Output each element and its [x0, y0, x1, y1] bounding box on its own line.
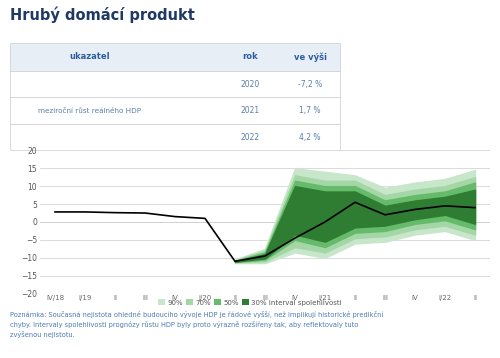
Bar: [10, 43, 340, 71]
Text: 4,2 %: 4,2 %: [299, 132, 321, 142]
Text: ukazatel: ukazatel: [70, 52, 110, 62]
Text: ve výši: ve výši: [294, 52, 326, 62]
Text: -7,2 %: -7,2 %: [298, 79, 322, 89]
Text: 2020: 2020: [240, 79, 260, 89]
Text: Hrubý domácí produkt: Hrubý domácí produkt: [10, 6, 195, 23]
Bar: [10, 97, 340, 124]
Text: 2021: 2021: [240, 106, 260, 115]
Legend: 90%, 70%, 50%, 30% interval spolehlivosti: 90%, 70%, 50%, 30% interval spolehlivost…: [158, 300, 342, 305]
Bar: [10, 124, 340, 150]
Bar: [10, 71, 340, 97]
Text: meziroční růst reálného HDP: meziroční růst reálného HDP: [38, 108, 142, 113]
Text: rok: rok: [242, 52, 258, 62]
Text: 2022: 2022: [240, 132, 260, 142]
Text: 1,7 %: 1,7 %: [299, 106, 321, 115]
Text: Poznámka: Současná nejistota ohledné budoucího vývoje HDP je řádové vyšší, než i: Poznámka: Současná nejistota ohledné bud…: [10, 311, 384, 338]
